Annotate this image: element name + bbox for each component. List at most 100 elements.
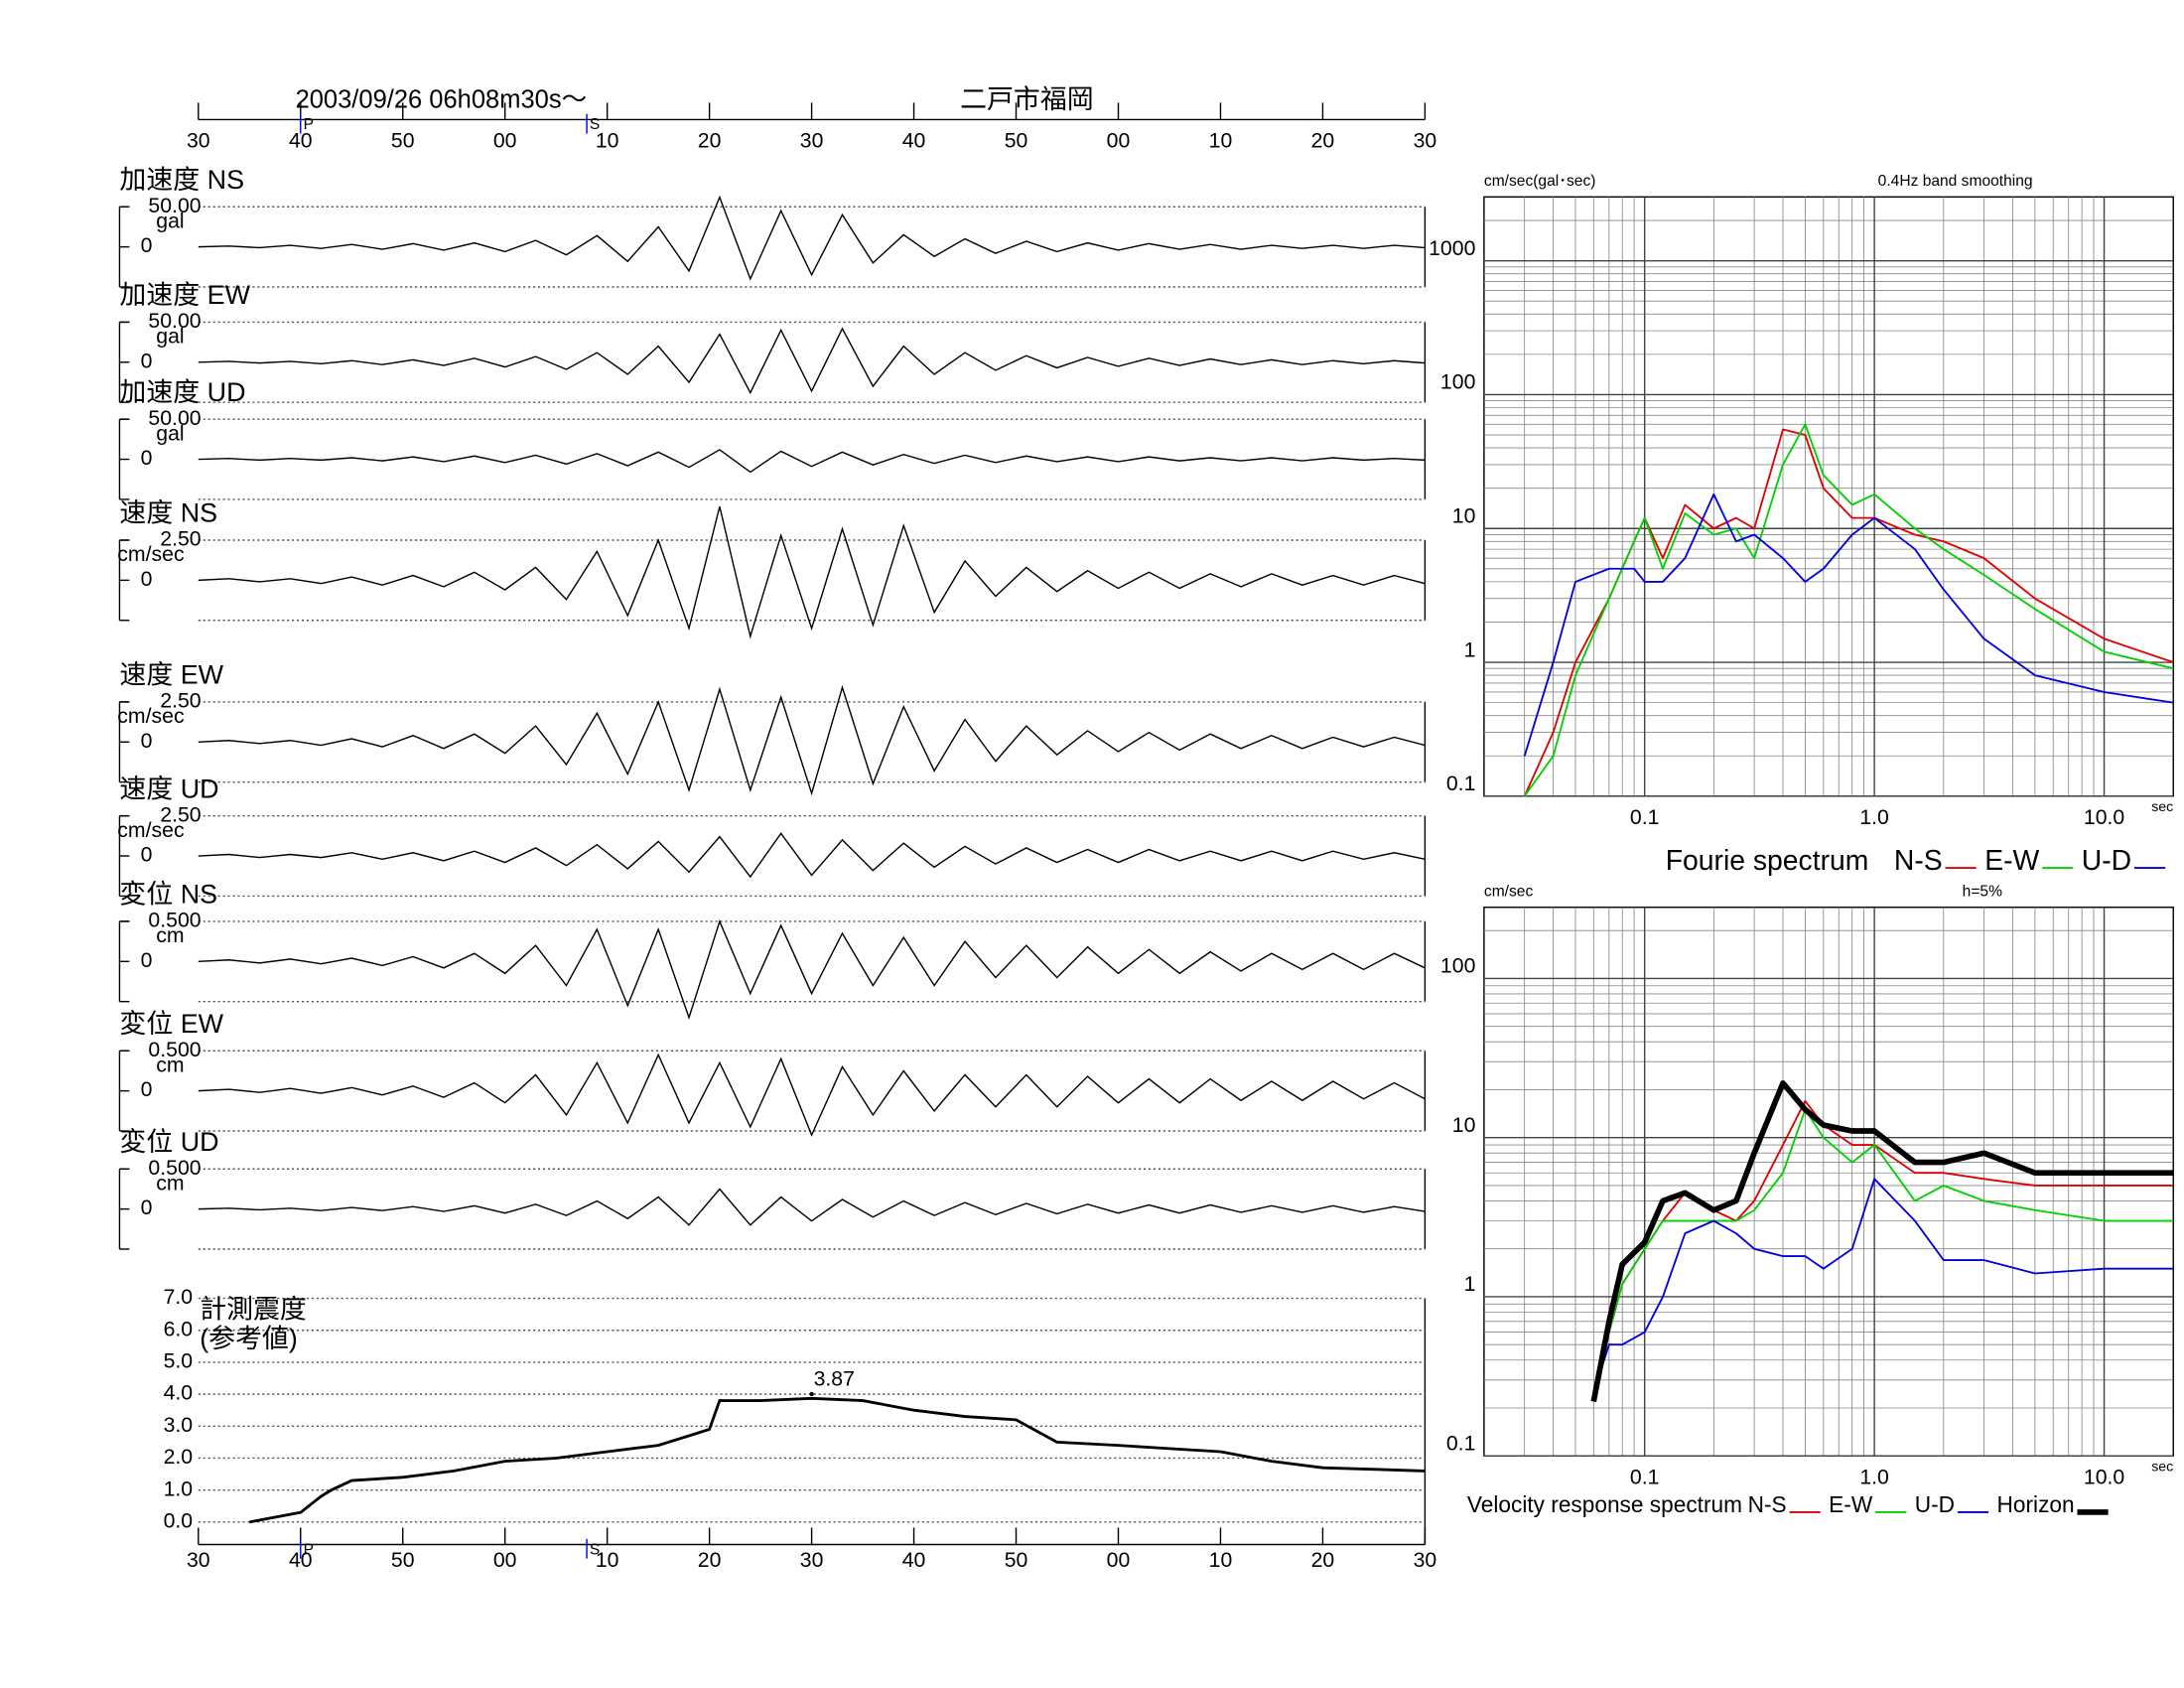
waveform-trace	[198, 505, 1426, 639]
panel-label: 加速度 NS	[119, 165, 244, 195]
peak-dot	[809, 1391, 814, 1397]
y-tick-label: 50.00	[148, 309, 201, 333]
y-tick-label: 6.0	[164, 1317, 194, 1340]
x-tick-label: 20	[698, 129, 722, 153]
plot-frame	[1483, 196, 2174, 797]
y-tick-label: 1000	[1429, 236, 1475, 260]
plot-note: h=5%	[1963, 883, 2002, 900]
y-tick-label: 0	[141, 233, 153, 257]
x-tick-label: 40	[289, 1548, 313, 1572]
x-axis-unit: sec	[2151, 1459, 2173, 1475]
y-tick-label: 0	[141, 948, 153, 972]
x-tick-label: 20	[1311, 129, 1335, 153]
unit-label: cm	[156, 1053, 184, 1076]
x-tick-label: 50	[1005, 1548, 1028, 1572]
y-tick-label: 0	[141, 843, 153, 867]
x-tick-label: 00	[1107, 1548, 1131, 1572]
legend-label: E-W	[1829, 1491, 1873, 1517]
unit-label: cm	[156, 923, 184, 947]
y-tick-label: 0	[141, 1196, 153, 1219]
waveform-trace	[198, 1188, 1426, 1226]
y-tick-label: 50.00	[148, 194, 201, 217]
intensity-label: (参考値)	[200, 1324, 298, 1353]
x-tick-label: 50	[391, 129, 415, 153]
x-tick-label: 30	[1414, 1548, 1437, 1572]
y-tick-label: 1	[1464, 1272, 1476, 1296]
waveform-trace	[198, 449, 1426, 474]
x-tick-label: 00	[1107, 129, 1131, 153]
legend-label: U-D	[1915, 1491, 1955, 1517]
y-tick-label: 0	[141, 349, 153, 372]
plot-frame	[1483, 907, 2174, 1457]
spectrum-line	[1592, 1178, 2174, 1393]
y-tick-label: 2.50	[160, 689, 201, 713]
y-axis-label: cm/sec	[1484, 883, 1534, 900]
legend-title: Fourie spectrum	[1666, 845, 1869, 877]
panel-label: 速度 UD	[119, 774, 218, 803]
y-tick-label: 3.0	[164, 1413, 194, 1437]
y-tick-label: 0.0	[164, 1508, 194, 1532]
legend-label: N-S	[1894, 845, 1943, 877]
panel-label: 加速度 UD	[119, 377, 245, 407]
legend-label: N-S	[1748, 1491, 1787, 1517]
x-tick-label: 40	[902, 1548, 926, 1572]
unit-label: cm/sec	[117, 818, 185, 842]
y-tick-label: 2.50	[160, 527, 201, 551]
phase-label: S	[590, 1541, 600, 1558]
waveform-trace	[198, 327, 1426, 395]
x-tick-label: 10.0	[2084, 1466, 2124, 1489]
x-tick-label: 50	[391, 1548, 415, 1572]
x-tick-label: 10.0	[2084, 805, 2124, 829]
y-tick-label: 0.500	[148, 909, 201, 932]
x-tick-label: 1.0	[1859, 1466, 1889, 1489]
y-tick-label: 5.0	[164, 1349, 194, 1373]
x-tick-label: 40	[902, 129, 926, 153]
phase-label: P	[304, 1541, 314, 1558]
panel-label: 変位 NS	[119, 880, 217, 910]
y-tick-label: 100	[1440, 370, 1475, 394]
phase-label: P	[304, 116, 314, 133]
plot-note: 0.4Hz band smoothing	[1878, 173, 2033, 190]
legend-label: Horizon	[1997, 1491, 2075, 1517]
unit-label: gal	[156, 421, 184, 445]
record-title: 2003/09/26 06h08m30s〜	[296, 86, 588, 114]
waveform-trace	[198, 195, 1426, 281]
x-tick-label: 10	[1209, 129, 1233, 153]
x-tick-label: 0.1	[1630, 1466, 1660, 1489]
legend-label: U-D	[2082, 845, 2131, 877]
x-tick-label: 00	[493, 129, 517, 153]
unit-label: gal	[156, 209, 184, 232]
x-tick-label: 20	[698, 1548, 722, 1572]
legend-label: E-W	[1984, 845, 2039, 877]
unit-label: cm/sec	[117, 704, 185, 728]
spectrum-line	[1592, 1108, 2174, 1402]
x-tick-label: 0.1	[1630, 805, 1660, 829]
y-tick-label: 1.0	[164, 1477, 194, 1500]
phase-label: S	[590, 116, 600, 133]
x-tick-label: 1.0	[1859, 805, 1889, 829]
panel-label: 変位 EW	[119, 1009, 223, 1039]
panel-label: 加速度 EW	[119, 280, 250, 310]
y-tick-label: 0.1	[1446, 772, 1476, 795]
x-tick-label: 30	[800, 129, 824, 153]
x-tick-label: 20	[1311, 1548, 1335, 1572]
x-tick-label: 10	[596, 1548, 619, 1572]
unit-label: cm/sec	[117, 542, 185, 566]
panel-label: 速度 EW	[119, 660, 223, 690]
y-tick-label: 0.500	[148, 1156, 201, 1180]
y-tick-label: 4.0	[164, 1381, 194, 1405]
y-tick-label: 0.500	[148, 1038, 201, 1061]
y-tick-label: 50.00	[148, 406, 201, 430]
x-tick-label: 30	[800, 1548, 824, 1572]
x-tick-label: 30	[187, 129, 210, 153]
waveform-trace	[198, 684, 1426, 796]
spectrum-line	[1590, 1080, 2174, 1402]
y-tick-label: 100	[1440, 954, 1475, 978]
y-tick-label: 2.0	[164, 1445, 194, 1469]
y-tick-label: 0	[141, 729, 153, 753]
spectrum-line	[1523, 492, 2174, 757]
y-tick-label: 0.1	[1446, 1432, 1476, 1456]
x-tick-label: 30	[187, 1548, 210, 1572]
